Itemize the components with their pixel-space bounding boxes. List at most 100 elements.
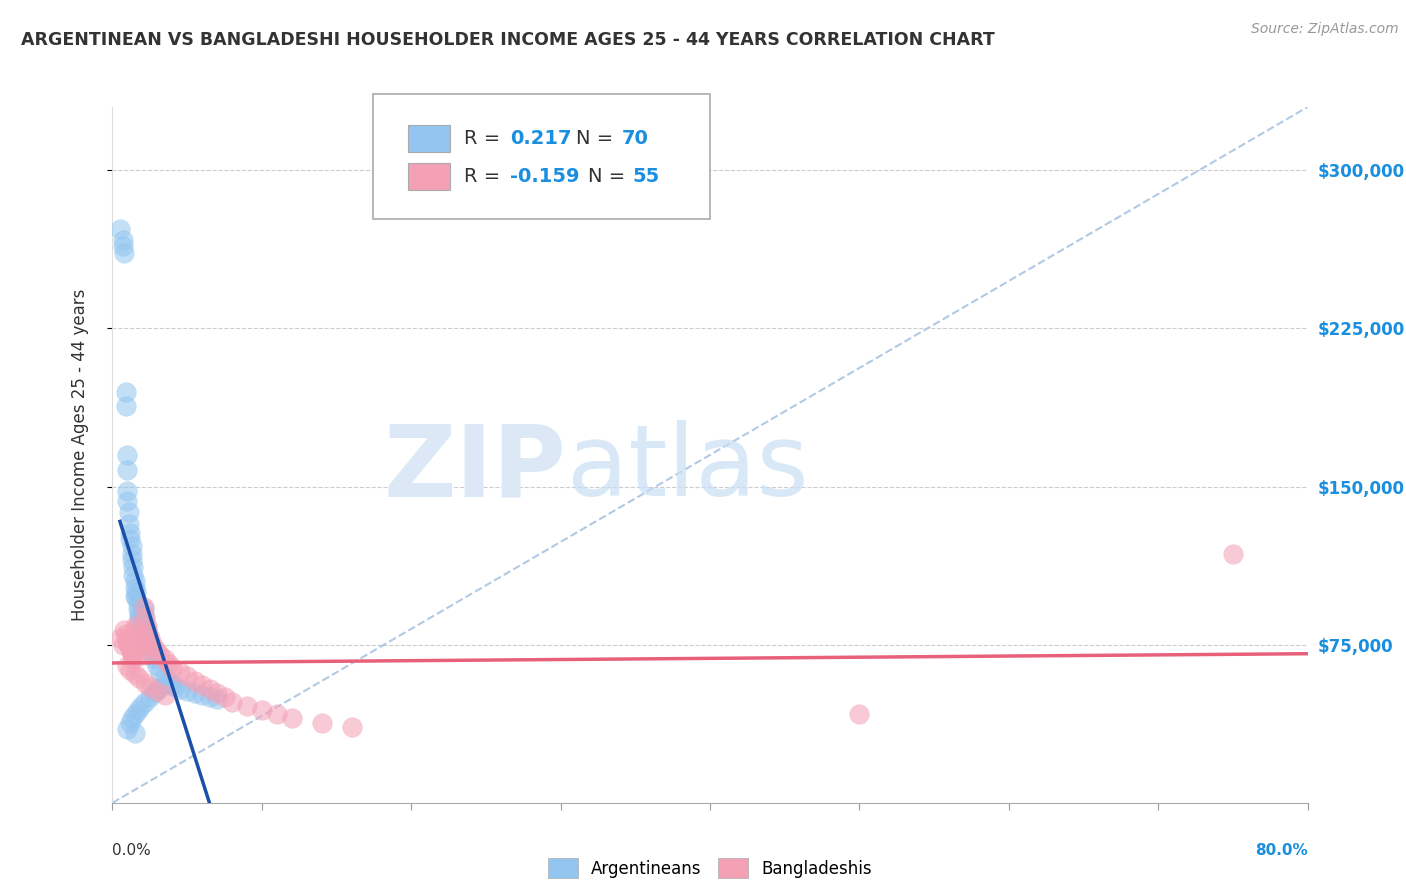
- Point: [124, 707, 146, 722]
- Text: 0.217: 0.217: [510, 128, 572, 148]
- Point: [120, 525, 142, 540]
- Point: [132, 599, 155, 614]
- Text: 55: 55: [633, 167, 659, 186]
- Point: [191, 688, 214, 702]
- Point: [128, 635, 150, 649]
- Y-axis label: Householder Income Ages 25 - 44 years: Householder Income Ages 25 - 44 years: [70, 289, 89, 621]
- Point: [134, 615, 156, 629]
- Point: [117, 494, 139, 508]
- Point: [250, 703, 273, 717]
- Point: [108, 632, 131, 646]
- Point: [129, 640, 152, 654]
- Text: 80.0%: 80.0%: [1254, 843, 1308, 858]
- Point: [141, 635, 163, 649]
- Point: [139, 632, 162, 646]
- Point: [149, 665, 172, 679]
- Point: [266, 707, 288, 722]
- Text: -0.159: -0.159: [510, 167, 579, 186]
- Point: [169, 681, 191, 696]
- Point: [128, 606, 150, 620]
- Text: ARGENTINEAN VS BANGLADESHI HOUSEHOLDER INCOME AGES 25 - 44 YEARS CORRELATION CHA: ARGENTINEAN VS BANGLADESHI HOUSEHOLDER I…: [21, 31, 995, 49]
- Point: [153, 688, 176, 702]
- Point: [121, 648, 143, 663]
- Point: [132, 608, 155, 623]
- Point: [117, 632, 139, 646]
- Point: [138, 627, 160, 641]
- Point: [340, 720, 363, 734]
- Point: [124, 623, 146, 637]
- Point: [311, 715, 333, 730]
- Point: [146, 658, 169, 673]
- Point: [139, 680, 162, 694]
- Text: N =: N =: [576, 128, 620, 148]
- Point: [128, 615, 150, 629]
- Point: [118, 505, 141, 519]
- Point: [120, 641, 142, 656]
- Point: [153, 669, 176, 683]
- Point: [134, 610, 156, 624]
- Point: [146, 644, 169, 658]
- Point: [114, 245, 135, 260]
- Point: [157, 673, 180, 688]
- Point: [236, 698, 259, 713]
- Text: Source: ZipAtlas.com: Source: ZipAtlas.com: [1251, 22, 1399, 37]
- Point: [131, 627, 153, 641]
- Point: [127, 632, 149, 646]
- Point: [135, 618, 157, 632]
- Point: [176, 669, 198, 683]
- Text: N =: N =: [588, 167, 631, 186]
- Point: [122, 559, 145, 574]
- Point: [205, 692, 228, 706]
- Text: 0.0%: 0.0%: [112, 843, 152, 858]
- Point: [108, 222, 131, 236]
- Point: [118, 638, 141, 652]
- Point: [115, 627, 138, 641]
- Point: [124, 581, 146, 595]
- Point: [114, 623, 135, 637]
- Point: [129, 698, 152, 713]
- Point: [169, 665, 191, 679]
- Point: [134, 695, 156, 709]
- Point: [124, 726, 146, 740]
- Point: [128, 610, 150, 624]
- Point: [1222, 547, 1244, 561]
- Point: [127, 595, 149, 609]
- Point: [115, 400, 138, 414]
- Point: [121, 646, 143, 660]
- Point: [183, 673, 205, 688]
- Point: [118, 517, 141, 532]
- Point: [153, 678, 176, 692]
- Text: ZIP: ZIP: [384, 420, 567, 517]
- Point: [162, 661, 183, 675]
- Point: [124, 589, 146, 603]
- Point: [131, 632, 153, 646]
- Point: [121, 553, 143, 567]
- Point: [131, 648, 153, 663]
- Point: [143, 652, 166, 666]
- Point: [121, 539, 143, 553]
- Point: [120, 663, 142, 677]
- Point: [129, 623, 152, 637]
- Point: [128, 672, 150, 686]
- Point: [281, 711, 304, 725]
- Point: [125, 591, 148, 606]
- Point: [117, 448, 139, 462]
- Point: [205, 686, 228, 700]
- Point: [142, 648, 165, 663]
- Point: [135, 623, 157, 637]
- Point: [122, 652, 145, 666]
- Text: 70: 70: [621, 128, 648, 148]
- Point: [121, 547, 143, 561]
- Point: [120, 715, 142, 730]
- Point: [139, 690, 162, 705]
- Point: [111, 638, 134, 652]
- Point: [157, 657, 180, 671]
- Point: [191, 678, 214, 692]
- Point: [125, 585, 148, 599]
- Point: [139, 640, 162, 654]
- Point: [176, 684, 198, 698]
- Point: [129, 618, 152, 632]
- Point: [165, 680, 187, 694]
- Point: [138, 632, 160, 646]
- Point: [214, 690, 236, 705]
